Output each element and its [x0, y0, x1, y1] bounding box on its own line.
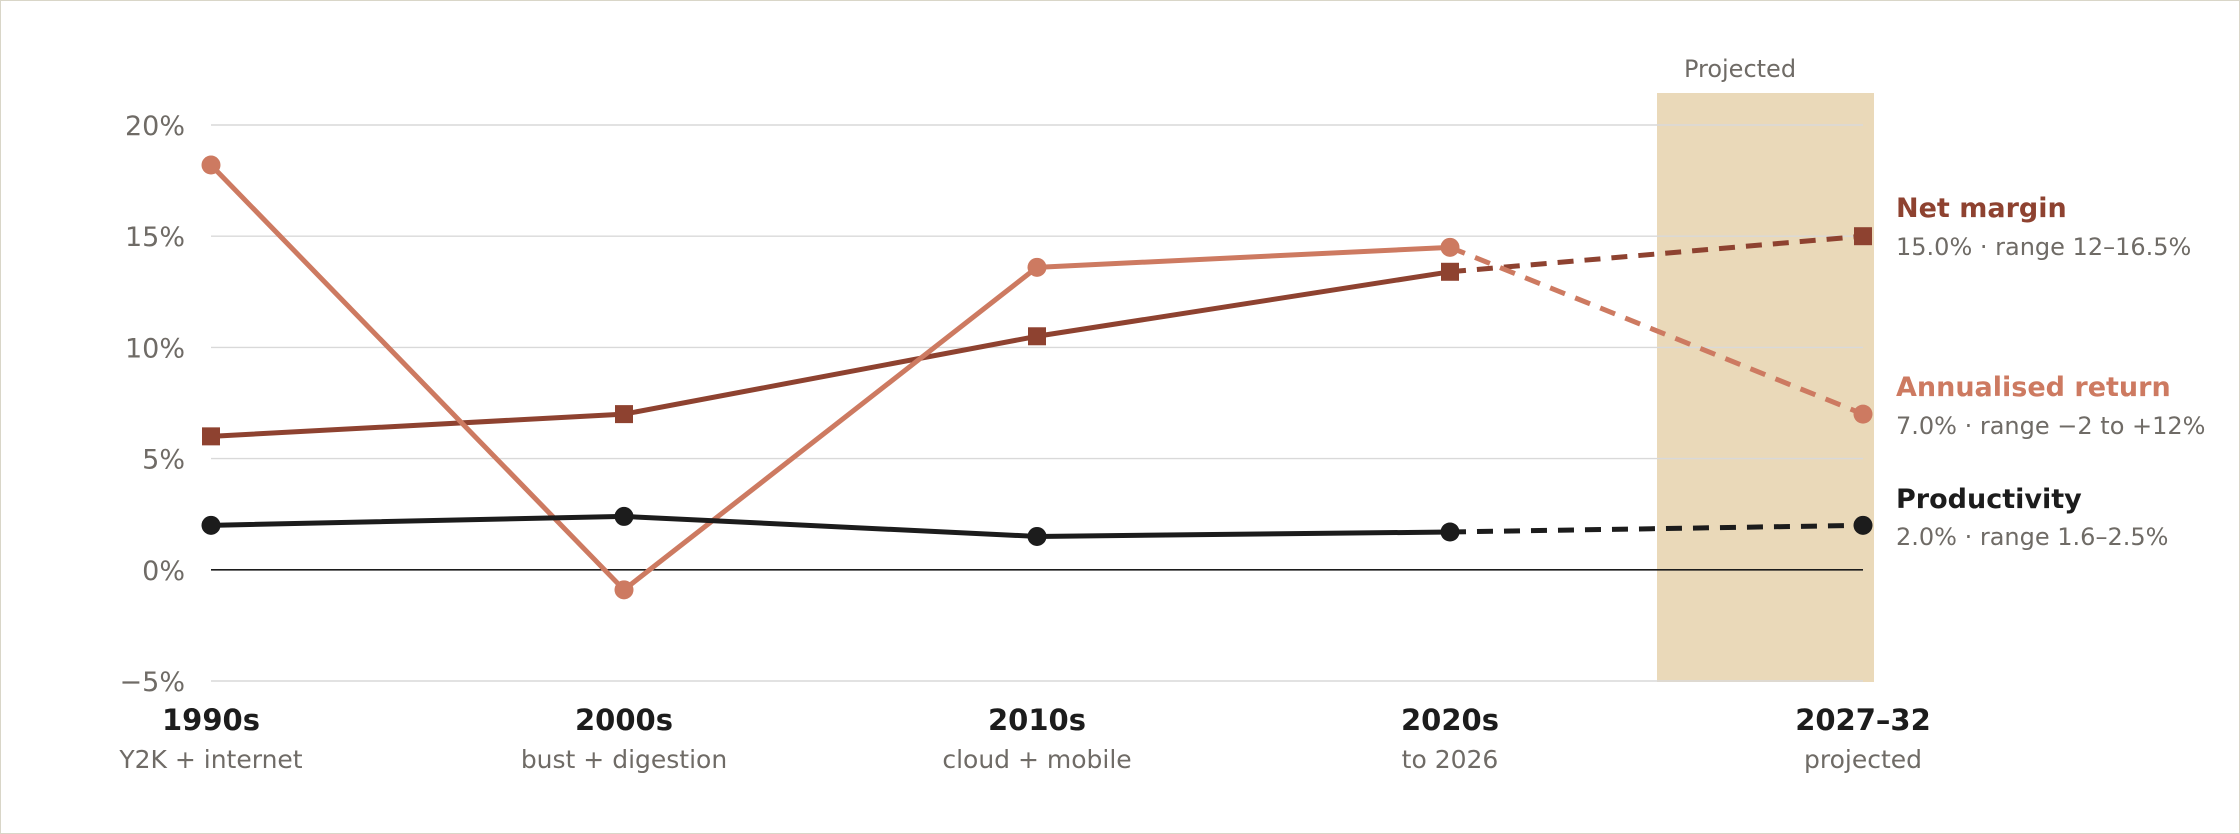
- series-line: [208, 162, 1453, 593]
- series-productivity: [201, 506, 1873, 546]
- data-point: [1028, 327, 1046, 346]
- x-tick-sublabel: bust + digestion: [521, 745, 727, 774]
- y-tick-label: 0%: [142, 556, 185, 587]
- projected-band-label: Projected: [1684, 55, 1796, 83]
- x-tick-label: 2010s: [988, 703, 1086, 737]
- series-labels: Net margin 15.0% · range 12–16.5% Annualis…: [1896, 193, 2205, 551]
- data-point: [614, 506, 634, 526]
- x-tick-sublabel: to 2026: [1402, 745, 1499, 774]
- series-line: [208, 269, 1453, 439]
- series-line: [208, 513, 1453, 539]
- data-point: [1027, 526, 1047, 546]
- data-point: [1441, 262, 1459, 281]
- y-tick-label: 20%: [125, 111, 185, 142]
- series-label-name: Annualised return: [1896, 372, 2171, 403]
- series-net-margin: [202, 227, 1872, 446]
- x-tick-label: 2000s: [575, 703, 673, 737]
- y-axis-ticks: −5% 0% 5% 10% 15% 20%: [120, 111, 185, 698]
- x-tick-sublabel: projected: [1804, 745, 1922, 774]
- data-point: [1440, 522, 1460, 542]
- y-tick-label: 15%: [125, 222, 185, 253]
- x-tick-label: 1990s: [162, 703, 260, 737]
- data-point: [201, 515, 221, 535]
- data-point: [614, 580, 634, 600]
- series-lines: [201, 155, 1873, 600]
- x-tick-label: 2020s: [1401, 703, 1499, 737]
- data-point: [615, 405, 633, 424]
- data-point: [1027, 257, 1047, 277]
- x-tick-sublabel: cloud + mobile: [942, 745, 1131, 774]
- data-point: [1440, 237, 1460, 257]
- gridlines: [211, 124, 1863, 682]
- series-label-summary: 7.0% · range −2 to +12%: [1896, 412, 2205, 440]
- y-tick-label: 5%: [142, 445, 185, 476]
- x-tick-label: 2027–32: [1795, 703, 1931, 737]
- projected-band: [1657, 93, 1874, 682]
- data-point: [201, 155, 221, 175]
- series-line-projected: [1449, 233, 1864, 275]
- series-annualised-return: [201, 155, 1873, 600]
- series-label-summary: 15.0% · range 12–16.5%: [1896, 233, 2191, 261]
- x-axis-ticks: 1990s Y2K + internet 2000s bust + digestion…: [118, 703, 1930, 774]
- data-point: [1853, 404, 1873, 424]
- data-point: [1854, 227, 1872, 246]
- data-point: [1853, 515, 1873, 535]
- y-tick-label: −5%: [120, 667, 185, 698]
- projected-band-layer: Projected: [1657, 55, 1874, 682]
- series-label-name: Productivity: [1896, 484, 2082, 515]
- series-label-name: Net margin: [1896, 193, 2067, 224]
- x-tick-sublabel: Y2K + internet: [118, 745, 302, 774]
- series-label-summary: 2.0% · range 1.6–2.5%: [1896, 523, 2168, 551]
- series-line-projected: [1449, 522, 1864, 535]
- series-line-projected: [1449, 245, 1864, 417]
- data-point: [202, 427, 220, 446]
- y-tick-label: 10%: [125, 333, 185, 364]
